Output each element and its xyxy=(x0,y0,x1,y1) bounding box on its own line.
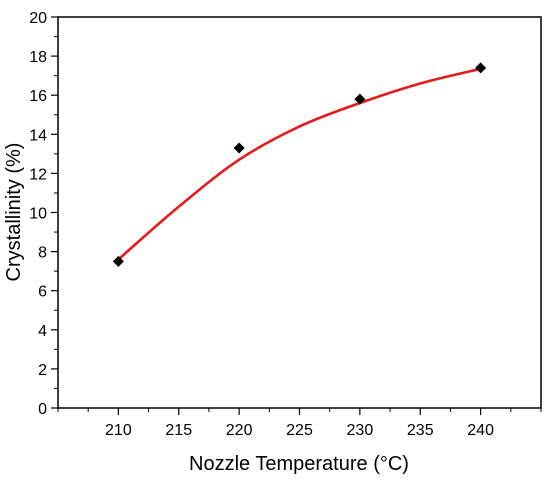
y-tick-label: 10 xyxy=(29,206,47,223)
x-tick-label: 220 xyxy=(226,422,253,439)
x-tick-label: 210 xyxy=(105,422,132,439)
fit-curve xyxy=(117,67,482,261)
data-point xyxy=(233,142,245,154)
y-axis-ticks: 0 2 4 6 8 10 12 14 16 18 20 xyxy=(29,10,58,418)
data-point xyxy=(475,62,487,74)
y-tick-label: 0 xyxy=(38,401,47,418)
data-point xyxy=(112,255,124,267)
x-axis-ticks: 210 215 220 225 230 235 240 xyxy=(57,408,542,439)
x-tick-label: 215 xyxy=(165,422,192,439)
y-tick-label: 4 xyxy=(38,323,47,340)
x-axis-title: Nozzle Temperature (°C) xyxy=(189,453,409,475)
y-tick-label: 8 xyxy=(38,245,47,262)
plot-frame xyxy=(57,16,542,409)
y-tick-label: 18 xyxy=(29,49,47,66)
x-tick-label: 235 xyxy=(407,422,434,439)
y-axis-title: Crystallinity (%) xyxy=(3,143,25,282)
y-tick-label: 2 xyxy=(38,362,47,379)
y-tick-label: 14 xyxy=(29,127,47,144)
series-layer xyxy=(112,62,487,267)
y-tick-label: 20 xyxy=(29,10,47,27)
data-point xyxy=(354,93,366,105)
y-tick-label: 6 xyxy=(38,284,47,301)
x-tick-label: 225 xyxy=(286,422,313,439)
x-tick-label: 230 xyxy=(347,422,374,439)
y-tick-label: 12 xyxy=(29,166,47,183)
x-tick-label: 240 xyxy=(467,422,494,439)
y-tick-label: 16 xyxy=(29,88,47,105)
